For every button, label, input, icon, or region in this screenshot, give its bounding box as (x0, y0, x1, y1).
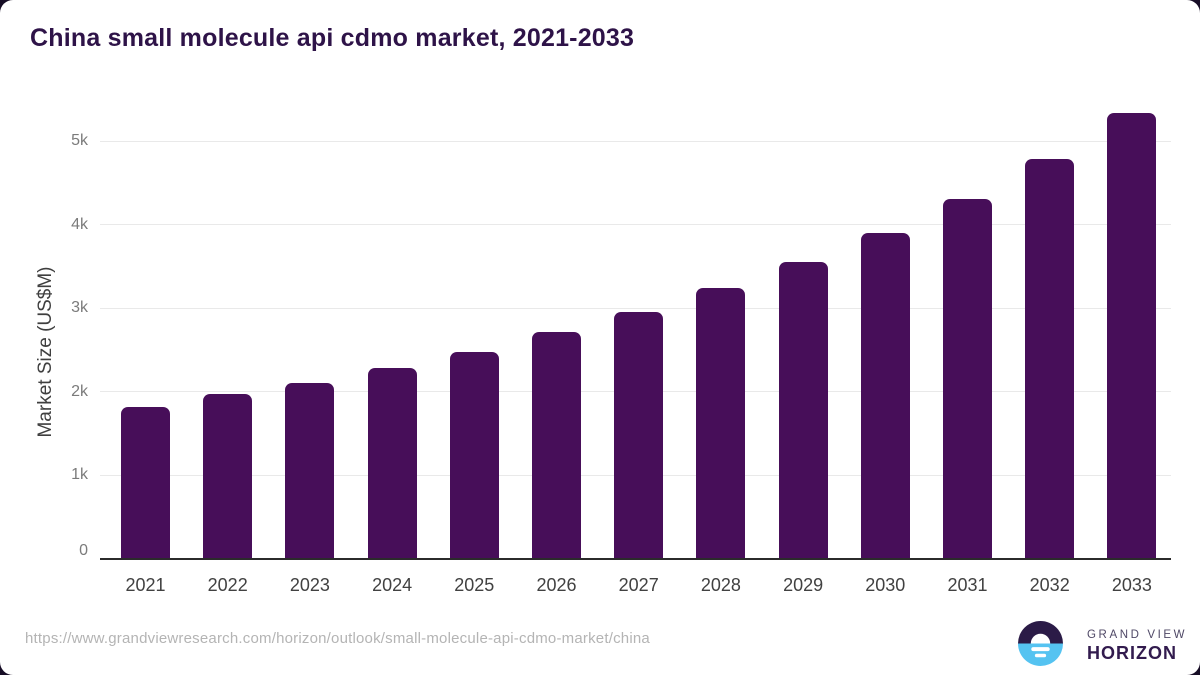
brand-logo: GRAND VIEW HORIZON (1018, 621, 1187, 666)
gridline-5k (100, 140, 1171, 142)
brand-logo-text: GRAND VIEW HORIZON (1087, 621, 1187, 664)
x-tick-label-2029: 2029 (783, 575, 824, 595)
bar-2030 (860, 232, 910, 559)
plot-area (100, 104, 1171, 559)
x-tick-label-2031: 2031 (947, 575, 988, 595)
y-axis-title: Market Size (US$M) (35, 266, 56, 438)
x-tick-label-2032: 2032 (1029, 575, 1070, 595)
bar-2026 (532, 331, 581, 559)
bar-2021 (121, 406, 170, 559)
x-tick-label-2027: 2027 (618, 575, 659, 595)
x-tick-label-2033: 2033 (1111, 575, 1152, 595)
y-tick-label-1k: 1k (71, 466, 88, 484)
x-tick-label-2025: 2025 (454, 575, 495, 595)
bar-2032 (1025, 158, 1075, 559)
gridline-3k (100, 307, 1171, 309)
x-tick-label-2023: 2023 (289, 575, 330, 595)
bar-2022 (203, 394, 253, 559)
y-tick-label-5k: 5k (71, 132, 88, 149)
horizon-sunrise-circle-icon (1018, 621, 1063, 666)
bar-2024 (367, 367, 417, 559)
x-tick-label-2021: 2021 (125, 575, 166, 595)
chart-title: China small molecule api cdmo market, 20… (30, 24, 635, 52)
bar-2023 (285, 382, 335, 559)
x-tick-label-2028: 2028 (700, 575, 741, 595)
bar-2027 (614, 311, 664, 559)
gridline-4k (100, 224, 1171, 226)
y-tick-label-2k: 2k (71, 382, 88, 400)
bar-2028 (696, 288, 746, 559)
x-tick-label-2030: 2030 (865, 575, 906, 595)
x-axis-line (100, 558, 1171, 560)
x-tick-label-2022: 2022 (207, 575, 248, 595)
bar-2031 (943, 198, 992, 559)
bar-2025 (449, 351, 499, 559)
bar-2033 (1107, 113, 1157, 559)
bar-2029 (778, 262, 828, 559)
logo-grand-view-label: GRAND VIEW (1087, 629, 1188, 641)
source-url-text: https://www.grandviewresearch.com/horizo… (25, 630, 650, 647)
y-tick-label-4k: 4k (71, 215, 88, 233)
x-tick-label-2024: 2024 (372, 575, 413, 595)
y-tick-label-0: 0 (79, 542, 88, 559)
y-tick-label-3k: 3k (71, 299, 88, 317)
x-tick-label-2026: 2026 (536, 575, 577, 595)
logo-horizon-label: HORIZON (1087, 643, 1177, 663)
